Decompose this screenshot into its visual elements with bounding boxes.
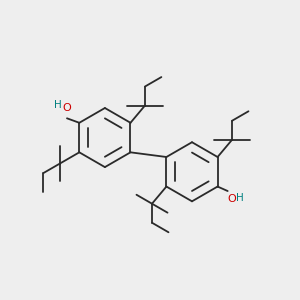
- Text: H: H: [236, 193, 244, 202]
- Text: O: O: [227, 194, 236, 204]
- Text: H: H: [54, 100, 62, 110]
- Text: O: O: [63, 103, 71, 113]
